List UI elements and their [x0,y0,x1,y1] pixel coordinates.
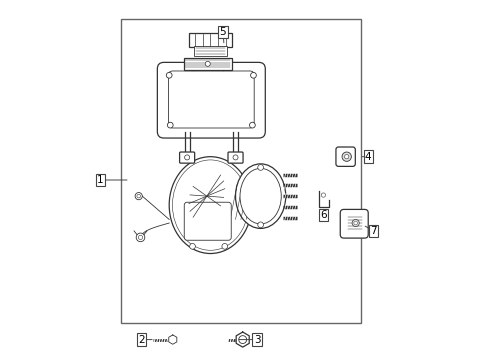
Circle shape [184,155,189,160]
Polygon shape [236,332,249,347]
Ellipse shape [235,164,285,228]
Circle shape [321,193,325,197]
Circle shape [205,61,210,66]
Circle shape [257,222,263,228]
Polygon shape [168,335,177,344]
Circle shape [233,155,238,160]
Circle shape [166,72,172,78]
Circle shape [353,221,357,225]
Circle shape [344,154,348,159]
Circle shape [167,122,173,128]
Text: 2: 2 [138,334,144,345]
Circle shape [222,243,227,249]
Text: 5: 5 [219,27,226,37]
Circle shape [341,152,351,161]
Circle shape [257,165,263,170]
FancyBboxPatch shape [227,152,243,163]
Bar [188,33,231,46]
Ellipse shape [172,160,248,250]
FancyBboxPatch shape [157,62,265,138]
Ellipse shape [169,157,251,253]
Circle shape [136,233,144,242]
FancyBboxPatch shape [184,202,231,240]
Circle shape [137,194,140,198]
Text: 7: 7 [369,226,376,236]
Circle shape [238,336,246,343]
FancyBboxPatch shape [335,147,355,166]
Circle shape [138,235,142,239]
Circle shape [249,122,255,128]
Circle shape [250,72,256,78]
Ellipse shape [240,168,281,224]
Circle shape [135,193,142,200]
Text: 3: 3 [253,334,260,345]
FancyBboxPatch shape [179,152,194,163]
FancyBboxPatch shape [340,210,367,238]
Text: 1: 1 [97,175,103,185]
Text: 6: 6 [320,210,326,220]
Bar [194,46,226,55]
Bar [121,19,360,323]
Circle shape [189,243,195,249]
Bar [183,58,231,69]
Text: 4: 4 [364,152,371,162]
Circle shape [351,220,359,226]
FancyBboxPatch shape [168,71,254,128]
